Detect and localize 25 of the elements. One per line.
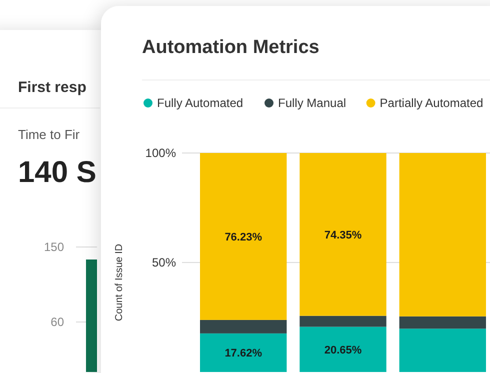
bar: [200, 320, 287, 334]
bar: [399, 328, 486, 372]
data-label: 74.35%: [324, 229, 362, 242]
data-label: 20.65%: [324, 344, 362, 356]
y-tick-label: 60: [50, 315, 64, 329]
chart-subtitle: Time to Fir: [18, 127, 80, 142]
chart-title: Automation Metrics: [142, 37, 320, 58]
chart-title: First resp: [18, 79, 86, 96]
data-label: 76.23%: [224, 231, 262, 244]
bar: [300, 316, 386, 327]
bar: [200, 153, 287, 320]
y-axis-title: Count of Issue ID: [114, 244, 125, 322]
legend-label: Fully Automated: [157, 96, 244, 110]
y-tick-label: 100%: [145, 146, 176, 160]
legend-label: Fully Manual: [278, 96, 346, 110]
bar: [399, 316, 486, 329]
bar: [300, 153, 386, 316]
text: 140 S: [18, 156, 96, 189]
data-label: 17.62%: [224, 348, 262, 360]
legend-label: Partially Automated: [380, 96, 484, 110]
bar: [200, 333, 287, 372]
y-tick-label: 150: [44, 240, 64, 254]
bar: [399, 153, 486, 316]
y-tick-label: 50%: [152, 256, 176, 270]
bar: [300, 326, 386, 372]
